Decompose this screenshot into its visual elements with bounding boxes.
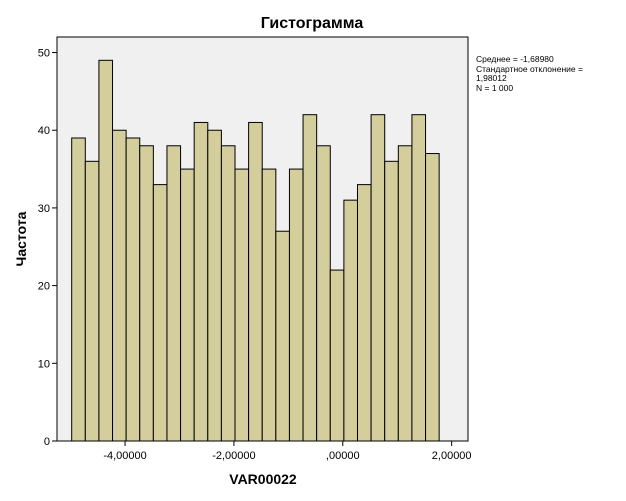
histogram-bar: [139, 145, 154, 442]
histogram-bar: [343, 199, 358, 442]
histogram-bar: [125, 137, 141, 442]
chart-title: Гистограмма: [261, 15, 364, 32]
x-tick-label: ,00000: [326, 450, 360, 462]
histogram-bar: [288, 168, 304, 442]
y-axis: 0 10 20 30 40 50: [38, 48, 57, 448]
y-tick-label: 40: [38, 125, 50, 137]
x-tick-label: 2,00000: [432, 450, 472, 462]
histogram-bar: [112, 129, 127, 442]
y-tick-label: 50: [38, 48, 50, 60]
histogram-bar: [384, 160, 399, 442]
histogram-bar: [98, 59, 114, 442]
stats-std-value: 1,98012: [476, 73, 507, 84]
histogram-bar: [261, 168, 277, 442]
y-axis-label: Частота: [13, 211, 29, 266]
stats-n: N = 1 000: [476, 82, 514, 93]
histogram-bar: [71, 137, 86, 442]
histogram-bar: [329, 269, 345, 442]
bars-group: [71, 59, 440, 442]
y-tick-label: 20: [38, 281, 50, 293]
histogram-bar: [234, 168, 250, 442]
histogram-bar: [356, 184, 372, 442]
histogram-bar: [397, 145, 413, 442]
histogram-bar: [193, 121, 209, 442]
stats-std-label: Стандартное отклонение =: [476, 63, 583, 74]
x-axis-label: VAR00022: [229, 471, 297, 487]
histogram-bar: [425, 153, 440, 442]
y-tick-label: 30: [38, 203, 50, 215]
histogram-bar: [152, 184, 168, 442]
stats-mean: Среднее = -1,68980: [476, 54, 554, 64]
histogram-bar: [275, 230, 290, 442]
histogram-bar: [84, 160, 100, 442]
histogram-bar: [207, 129, 222, 442]
histogram-bar: [248, 121, 263, 442]
histogram-bar: [411, 114, 427, 442]
x-tick-label: -2,00000: [212, 450, 255, 462]
histogram-bar: [220, 145, 236, 442]
histogram-bar: [166, 145, 182, 442]
y-tick-label: 10: [38, 358, 50, 370]
histogram-bar: [316, 145, 331, 442]
x-axis: -4,00000 -2,00000 ,00000 2,00000: [103, 441, 472, 462]
histogram-bar: [302, 114, 318, 442]
x-tick-label: -4,00000: [103, 450, 146, 462]
y-tick-label: 0: [44, 436, 50, 448]
stats-box: Среднее = -1,68980 Стандартное отклонени…: [476, 54, 616, 93]
histogram-bar: [370, 114, 386, 442]
histogram-bar: [180, 168, 195, 442]
